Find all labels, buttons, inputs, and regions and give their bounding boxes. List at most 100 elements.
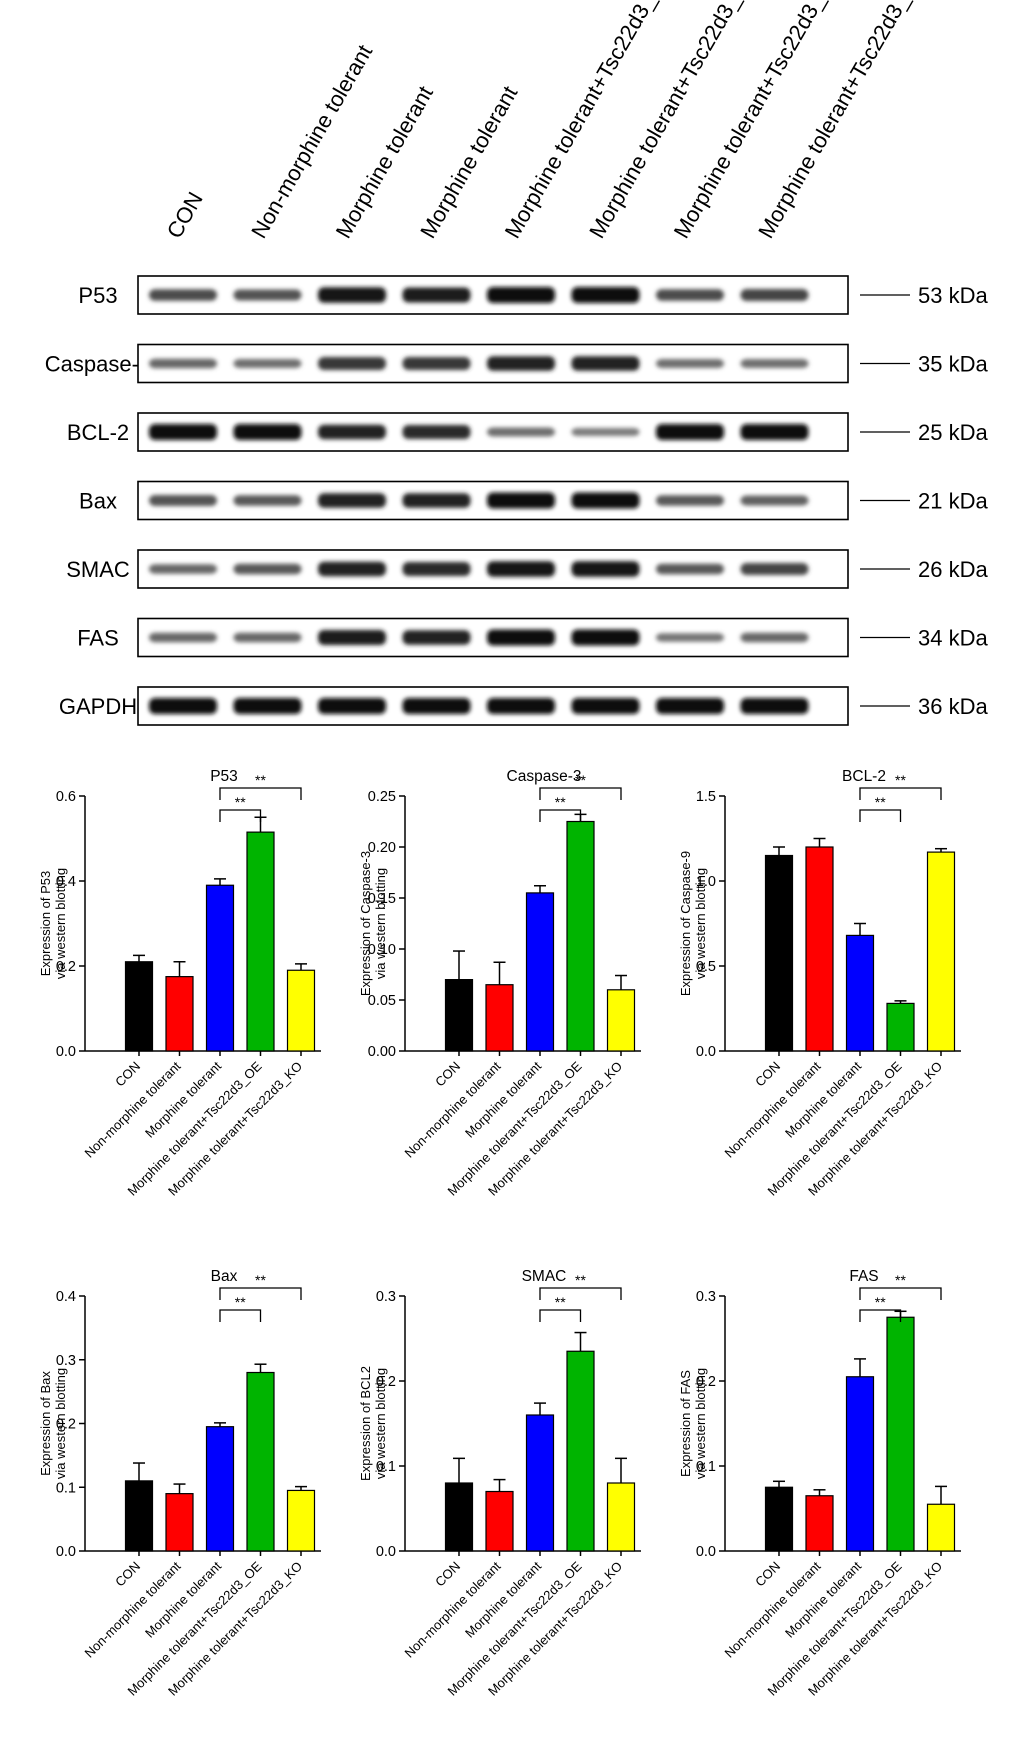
bracket-line bbox=[859, 1309, 902, 1322]
chart-fas: FAS Expression of FASvia western blotting… bbox=[678, 1268, 961, 1699]
bracket-line bbox=[219, 1287, 302, 1300]
band bbox=[740, 495, 809, 506]
band bbox=[740, 424, 809, 440]
band bbox=[656, 563, 724, 575]
bar-non-morphine-tolerant bbox=[165, 1493, 194, 1552]
bar-non-morphine-tolerant bbox=[485, 1490, 514, 1552]
y-axis-label-line: via western blotting bbox=[53, 1368, 68, 1479]
significance-bracket: ** bbox=[859, 1294, 902, 1322]
bracket-line bbox=[539, 809, 582, 822]
x-tick-label-con: CON bbox=[752, 1559, 783, 1590]
bracket-line bbox=[219, 787, 302, 800]
bar-morphine-tolerant-tsc22d3-oe bbox=[246, 831, 275, 1052]
protein-label: SMAC bbox=[66, 557, 130, 582]
blot-row-bax: Bax 21 kDa bbox=[79, 480, 988, 521]
y-tick-label: 0.1 bbox=[376, 1459, 396, 1475]
kda-label: 36 kDa bbox=[918, 694, 988, 719]
band bbox=[402, 698, 471, 714]
y-tick-label: 0.00 bbox=[368, 1044, 396, 1060]
band bbox=[656, 359, 724, 368]
bar-morphine-tolerant-tsc22d3-ko bbox=[606, 989, 636, 1052]
bar-con bbox=[124, 1480, 154, 1552]
y-tick-label: 0.0 bbox=[56, 1044, 76, 1060]
y-tick-label: 0.3 bbox=[376, 1289, 396, 1305]
bracket-line bbox=[539, 1287, 622, 1300]
y-tick-label: 0.3 bbox=[696, 1289, 716, 1305]
bar-morphine-tolerant bbox=[525, 1414, 555, 1552]
band bbox=[402, 562, 471, 576]
significance-bracket: ** bbox=[219, 772, 302, 800]
bar-morphine-tolerant bbox=[845, 1376, 875, 1552]
y-axis-label: Expression of Caspase-3via western blott… bbox=[358, 851, 388, 996]
significance-label: ** bbox=[555, 794, 566, 810]
bar-morphine-tolerant-tsc22d3-oe bbox=[886, 1002, 915, 1052]
band bbox=[656, 698, 724, 714]
y-tick-label: 0.0 bbox=[376, 1544, 396, 1560]
significance-bracket: ** bbox=[859, 1272, 942, 1300]
band bbox=[487, 492, 555, 509]
x-tick-label-con: CON bbox=[432, 1059, 463, 1090]
band bbox=[233, 289, 302, 301]
bar-con bbox=[444, 979, 474, 1052]
significance-label: ** bbox=[575, 1272, 586, 1288]
x-tick-label-con: CON bbox=[432, 1559, 463, 1590]
band bbox=[233, 632, 302, 643]
protein-label: P53 bbox=[78, 283, 117, 308]
band bbox=[149, 495, 217, 506]
bar-morphine-tolerant-tsc22d3-ko bbox=[926, 851, 956, 1052]
significance-label: ** bbox=[895, 1272, 906, 1288]
y-axis-label-line: Expression of FAS bbox=[678, 1370, 693, 1477]
bar-morphine-tolerant bbox=[525, 892, 555, 1052]
band bbox=[233, 563, 302, 575]
band bbox=[149, 358, 217, 369]
band bbox=[571, 561, 640, 577]
y-tick-label: 0.0 bbox=[696, 1544, 716, 1560]
significance-label: ** bbox=[235, 1294, 246, 1310]
bracket-line bbox=[219, 1309, 262, 1322]
significance-bracket: ** bbox=[539, 794, 582, 822]
y-tick-label: 0.2 bbox=[56, 959, 76, 975]
significance-label: ** bbox=[555, 1294, 566, 1310]
chart-bax: Bax Expression of Baxvia western blotting… bbox=[38, 1268, 321, 1699]
significance-bracket: ** bbox=[859, 794, 902, 822]
y-axis-label-line: Expression of Caspase-9 bbox=[678, 851, 693, 996]
y-tick-label: 0.1 bbox=[696, 1459, 716, 1475]
chart-title: P53 bbox=[210, 768, 238, 785]
y-axis-label-line: via western blotting bbox=[373, 868, 388, 979]
band bbox=[656, 633, 724, 642]
band bbox=[740, 563, 809, 575]
y-tick-label: 0.1 bbox=[56, 1480, 76, 1496]
band bbox=[571, 629, 640, 646]
y-tick-label: 0.0 bbox=[696, 1044, 716, 1060]
band bbox=[487, 287, 555, 303]
significance-bracket: ** bbox=[219, 1272, 302, 1300]
bar-morphine-tolerant-tsc22d3-ko bbox=[286, 1489, 316, 1552]
blot-row-caspase-3: Caspase-3 35 kDa bbox=[45, 343, 988, 384]
y-axis-label: Expression of FASvia western blotting bbox=[678, 1368, 708, 1479]
significance-label: ** bbox=[255, 772, 266, 788]
y-axis-label: Expression of BCL2via western blotting bbox=[358, 1366, 388, 1481]
bracket-line bbox=[859, 1287, 942, 1300]
bar-morphine-tolerant-tsc22d3-oe bbox=[246, 1371, 275, 1552]
significance-label: ** bbox=[575, 772, 586, 788]
band bbox=[487, 356, 555, 371]
kda-label: 53 kDa bbox=[918, 283, 988, 308]
band bbox=[740, 359, 809, 368]
bar-con bbox=[764, 1486, 794, 1552]
bar-non-morphine-tolerant bbox=[805, 1495, 834, 1552]
protein-label: Caspase-3 bbox=[45, 352, 151, 377]
significance-bracket: ** bbox=[539, 772, 622, 800]
band bbox=[571, 698, 640, 714]
kda-label: 21 kDa bbox=[918, 489, 988, 514]
y-axis-label-line: via western blotting bbox=[53, 868, 68, 979]
band bbox=[149, 289, 217, 301]
bar-morphine-tolerant bbox=[845, 934, 875, 1052]
chart-p53: P53 Expression of P53via western blotting… bbox=[38, 768, 321, 1199]
y-tick-label: 0.20 bbox=[368, 840, 396, 856]
significance-bracket: ** bbox=[219, 1294, 262, 1322]
bar-morphine-tolerant bbox=[205, 884, 235, 1052]
band bbox=[740, 698, 809, 714]
y-axis-label-line: via western blotting bbox=[693, 1368, 708, 1479]
chart-title: SMAC bbox=[522, 1268, 567, 1285]
bar-morphine-tolerant-tsc22d3-oe bbox=[886, 1316, 915, 1552]
